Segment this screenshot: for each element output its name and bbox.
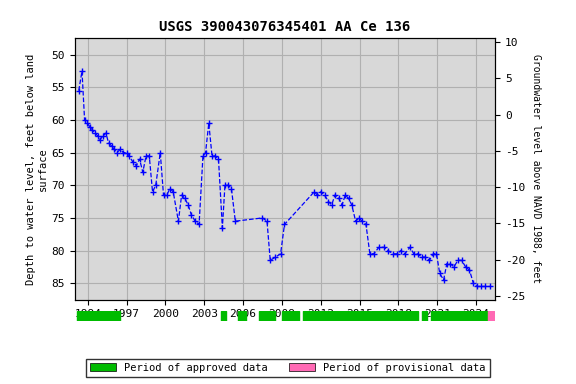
Y-axis label: Groundwater level above NAVD 1988, feet: Groundwater level above NAVD 1988, feet — [531, 55, 541, 283]
Title: USGS 390043076345401 AA Ce 136: USGS 390043076345401 AA Ce 136 — [160, 20, 411, 35]
Bar — [238, 311, 245, 321]
Bar — [371, 311, 418, 321]
Bar — [422, 311, 427, 321]
Bar — [221, 311, 226, 321]
Legend: Period of approved data, Period of provisional data: Period of approved data, Period of provi… — [86, 359, 490, 377]
Bar — [259, 311, 275, 321]
Bar — [431, 311, 488, 321]
Bar — [302, 311, 370, 321]
Bar — [77, 311, 120, 321]
Y-axis label: Depth to water level, feet below land
surface: Depth to water level, feet below land su… — [26, 53, 47, 285]
Bar — [488, 311, 494, 321]
Bar — [282, 311, 299, 321]
